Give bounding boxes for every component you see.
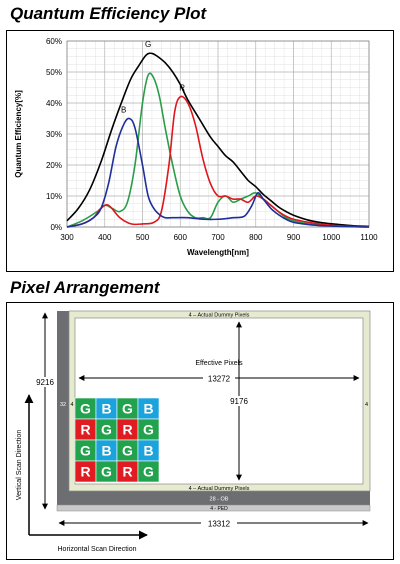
bayer-pattern: G B G BR G R GG B G BR G R G	[74, 397, 160, 483]
chart-axes	[66, 40, 370, 228]
y-tick-label: 50%	[46, 68, 62, 77]
qe-plot-title: Quantum Efficiency Plot	[10, 4, 207, 23]
effective-pixels-label: Effective Pixels	[195, 360, 243, 367]
bayer-cell-letter: G	[143, 464, 154, 480]
y-tick-label: 0%	[50, 223, 62, 232]
bayer-cell-letter: G	[80, 401, 91, 417]
bayer-cell-letter: R	[80, 464, 90, 480]
left-32-label: 32	[60, 402, 66, 408]
total-height-label: 9216	[36, 378, 54, 387]
x-tick-label: 500	[136, 233, 150, 242]
y-tick-label: 30%	[46, 130, 62, 139]
series-annotation: G	[145, 40, 151, 49]
y-axis-label: Quantum Efficiency[%]	[14, 90, 23, 178]
bayer-cell-letter: G	[122, 443, 133, 459]
ped-label: 4 - PED	[210, 506, 228, 512]
plot-frame	[66, 40, 370, 228]
x-axis-label: Wavelength[nm]	[187, 248, 249, 257]
total-qe-line	[66, 52, 370, 228]
chart-labels: 300 400 500 600 700 800 900 1000 1100 0% 10% 20% 30%…	[14, 37, 378, 257]
chart-grid	[66, 40, 370, 228]
bayer-cell-letter: R	[122, 422, 132, 438]
x-tick-label: 800	[249, 233, 263, 242]
bayer-cell-letter: G	[101, 422, 112, 438]
ped-band	[56, 504, 371, 512]
x-tick-label: 700	[211, 233, 225, 242]
qe-chart: 300 400 500 600 700 800 900 1000 1100 0% 10% 20% 30%…	[14, 37, 378, 257]
bayer-cell-letter: B	[101, 443, 111, 459]
dummy-bottom-label: 4 – Actual Dummy Pixels	[189, 486, 250, 492]
x-tick-label: 300	[60, 233, 74, 242]
bayer-cell-letter: G	[122, 401, 133, 417]
x-tick-label: 900	[287, 233, 301, 242]
effective-height-label: 9176	[230, 397, 248, 406]
dummy-top-label: 4 – Actual Dummy Pixels	[189, 313, 250, 319]
pixel-arrangement-diagram: 4 – Actual Dummy Pixels 4 – Actual Dummy…	[16, 310, 371, 553]
effective-width-label: 13272	[208, 375, 231, 384]
ob-label: 28 - OB	[210, 497, 229, 503]
bayer-cell-letter: G	[80, 443, 91, 459]
chart-series	[66, 52, 370, 228]
y-tick-label: 20%	[46, 161, 62, 170]
blue-qe-line	[66, 117, 370, 228]
red-qe-line	[66, 95, 370, 228]
pixel-arrangement-panel: 4 – Actual Dummy Pixels 4 – Actual Dummy…	[6, 302, 394, 560]
pixel-arrangement-title: Pixel Arrangement	[10, 278, 160, 297]
series-annotation: R	[179, 84, 185, 93]
x-tick-label: 400	[98, 233, 112, 242]
bayer-cell-letter: R	[122, 464, 132, 480]
vertical-scan-label: Vertical Scan Direction	[16, 430, 23, 501]
total-width-label: 13312	[208, 520, 231, 529]
bayer-cell	[137, 460, 160, 483]
left-4-label: 4	[71, 402, 74, 408]
bayer-cell-letter: R	[80, 422, 90, 438]
series-annotation: B	[121, 105, 126, 114]
qe-chart-panel: 300 400 500 600 700 800 900 1000 1100 0% 10% 20% 30%…	[6, 30, 394, 272]
bayer-cell-letter: G	[101, 464, 112, 480]
green-qe-line	[66, 72, 370, 228]
x-tick-label: 1000	[322, 233, 340, 242]
bottom-ob-band	[57, 491, 370, 505]
y-tick-label: 60%	[46, 37, 62, 46]
bayer-cell-letter: B	[143, 443, 153, 459]
bayer-cell-letter: G	[143, 422, 154, 438]
x-tick-label: 1100	[360, 233, 378, 242]
right-4-label: 4	[365, 402, 368, 408]
y-tick-label: 10%	[46, 192, 62, 201]
bayer-cell-letter: B	[101, 401, 111, 417]
left-ob-band	[57, 311, 69, 505]
x-tick-label: 600	[174, 233, 188, 242]
y-tick-label: 40%	[46, 99, 62, 108]
bayer-cell-letter: B	[143, 401, 153, 417]
horizontal-scan-label: Horizontal Scan Direction	[58, 546, 137, 553]
